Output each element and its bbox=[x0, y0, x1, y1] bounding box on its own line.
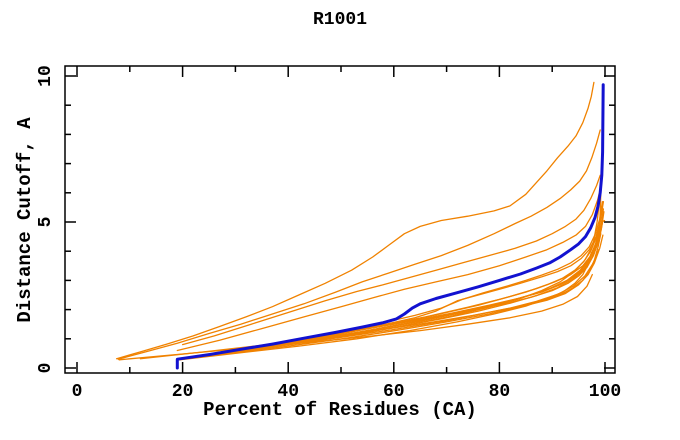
prediction-curve bbox=[192, 208, 605, 358]
highlight-curve bbox=[175, 83, 605, 370]
plot-title: R1001 bbox=[313, 10, 367, 30]
y-tick-label: 10 bbox=[36, 65, 56, 87]
frame-box bbox=[64, 65, 616, 374]
prediction-curve bbox=[181, 219, 604, 360]
prediction-curve bbox=[187, 200, 604, 359]
x-tick-label: 60 bbox=[383, 382, 405, 402]
prediction-curve bbox=[181, 174, 601, 346]
prediction-curve bbox=[176, 186, 602, 352]
y-tick-label: 5 bbox=[36, 217, 56, 228]
x-axis-label: Percent of Residues (CA) bbox=[203, 399, 477, 421]
prediction-curve bbox=[176, 252, 592, 361]
x-tick-labels: 0 20 40 60 80 100 bbox=[72, 382, 622, 402]
y-tick-labels: 0 5 10 bbox=[36, 65, 56, 373]
x-tick-label: 40 bbox=[277, 382, 299, 402]
prediction-curve bbox=[181, 200, 605, 360]
prediction-curve bbox=[115, 81, 595, 360]
prediction-curve bbox=[117, 129, 601, 360]
y-tick-label: 0 bbox=[36, 363, 56, 374]
x-tick-label: 20 bbox=[172, 382, 194, 402]
prediction-curve bbox=[184, 211, 605, 359]
prediction-curve bbox=[176, 234, 604, 360]
prediction-curve bbox=[179, 206, 604, 360]
x-tick-label: 80 bbox=[489, 382, 511, 402]
x-tick-label: 0 bbox=[72, 382, 83, 402]
plot-frame bbox=[64, 65, 616, 374]
curve-series bbox=[115, 81, 606, 370]
x-tick-label: 100 bbox=[589, 382, 621, 402]
prediction-curve bbox=[181, 179, 602, 360]
prediction-curve bbox=[187, 177, 602, 359]
y-axis-label: Distance Cutoff, A bbox=[14, 117, 36, 323]
axis-ticks bbox=[65, 66, 615, 373]
